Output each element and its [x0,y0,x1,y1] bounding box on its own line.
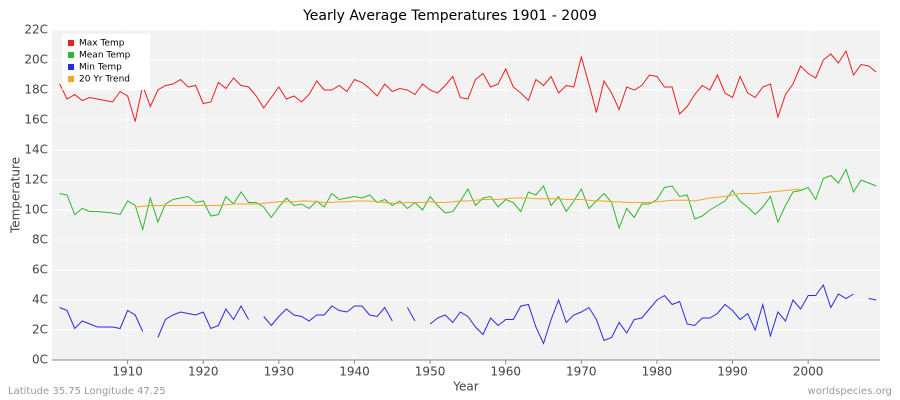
y-tick-label: 8C [32,233,48,247]
series-line [868,298,877,301]
y-tick-label: 12C [24,173,48,187]
x-tick-label: 1920 [188,365,219,379]
y-tick-label: 22C [24,23,48,37]
x-tick-label: 1950 [415,365,446,379]
y-tick-label: 6C [32,263,48,277]
series-line [429,283,854,345]
y-tick-label: 2C [32,323,48,337]
x-tick-label: 1990 [717,365,748,379]
plot-area [52,30,880,360]
legend-label: Min Temp [79,63,122,73]
series-line [157,304,250,338]
legend-label: Max Temp [79,39,125,49]
y-tick-label: 18C [24,83,48,97]
x-tick-label: 1910 [112,365,143,379]
legend-swatch [68,76,74,82]
chart-title: Yearly Average Temperatures 1901 - 2009 [302,8,597,24]
series-line [263,305,393,327]
footer-left: Latitude 35.75 Longitude 47.25 [8,386,166,397]
y-tick-label: 4C [32,293,48,307]
legend-swatch [68,52,74,58]
series-line [59,49,877,122]
footer-right: worldspecies.org [808,386,892,397]
x-tick-label: 1940 [339,365,370,379]
y-axis-label: Temperature [9,157,23,234]
series-line [59,307,144,332]
legend-label: 20 Yr Trend [79,75,130,85]
x-tick-label: 1930 [264,365,295,379]
series-line [135,188,801,208]
series-line [406,307,416,322]
legend-swatch [68,40,74,46]
y-tick-label: 16C [24,113,48,127]
y-tick-label: 20C [24,53,48,67]
y-tick-label: 14C [24,143,48,157]
x-tick-label: 1960 [490,365,521,379]
legend-swatch [68,64,74,70]
x-tick-label: 1970 [566,365,597,379]
y-tick-label: 10C [24,203,48,217]
series-line [59,168,877,232]
x-tick-label: 1980 [642,365,673,379]
legend-box [62,34,150,90]
x-tick-label: 2000 [793,365,824,379]
x-axis-label: Year [452,380,478,394]
y-tick-label: 0C [32,353,48,367]
legend-label: Mean Temp [79,51,131,61]
